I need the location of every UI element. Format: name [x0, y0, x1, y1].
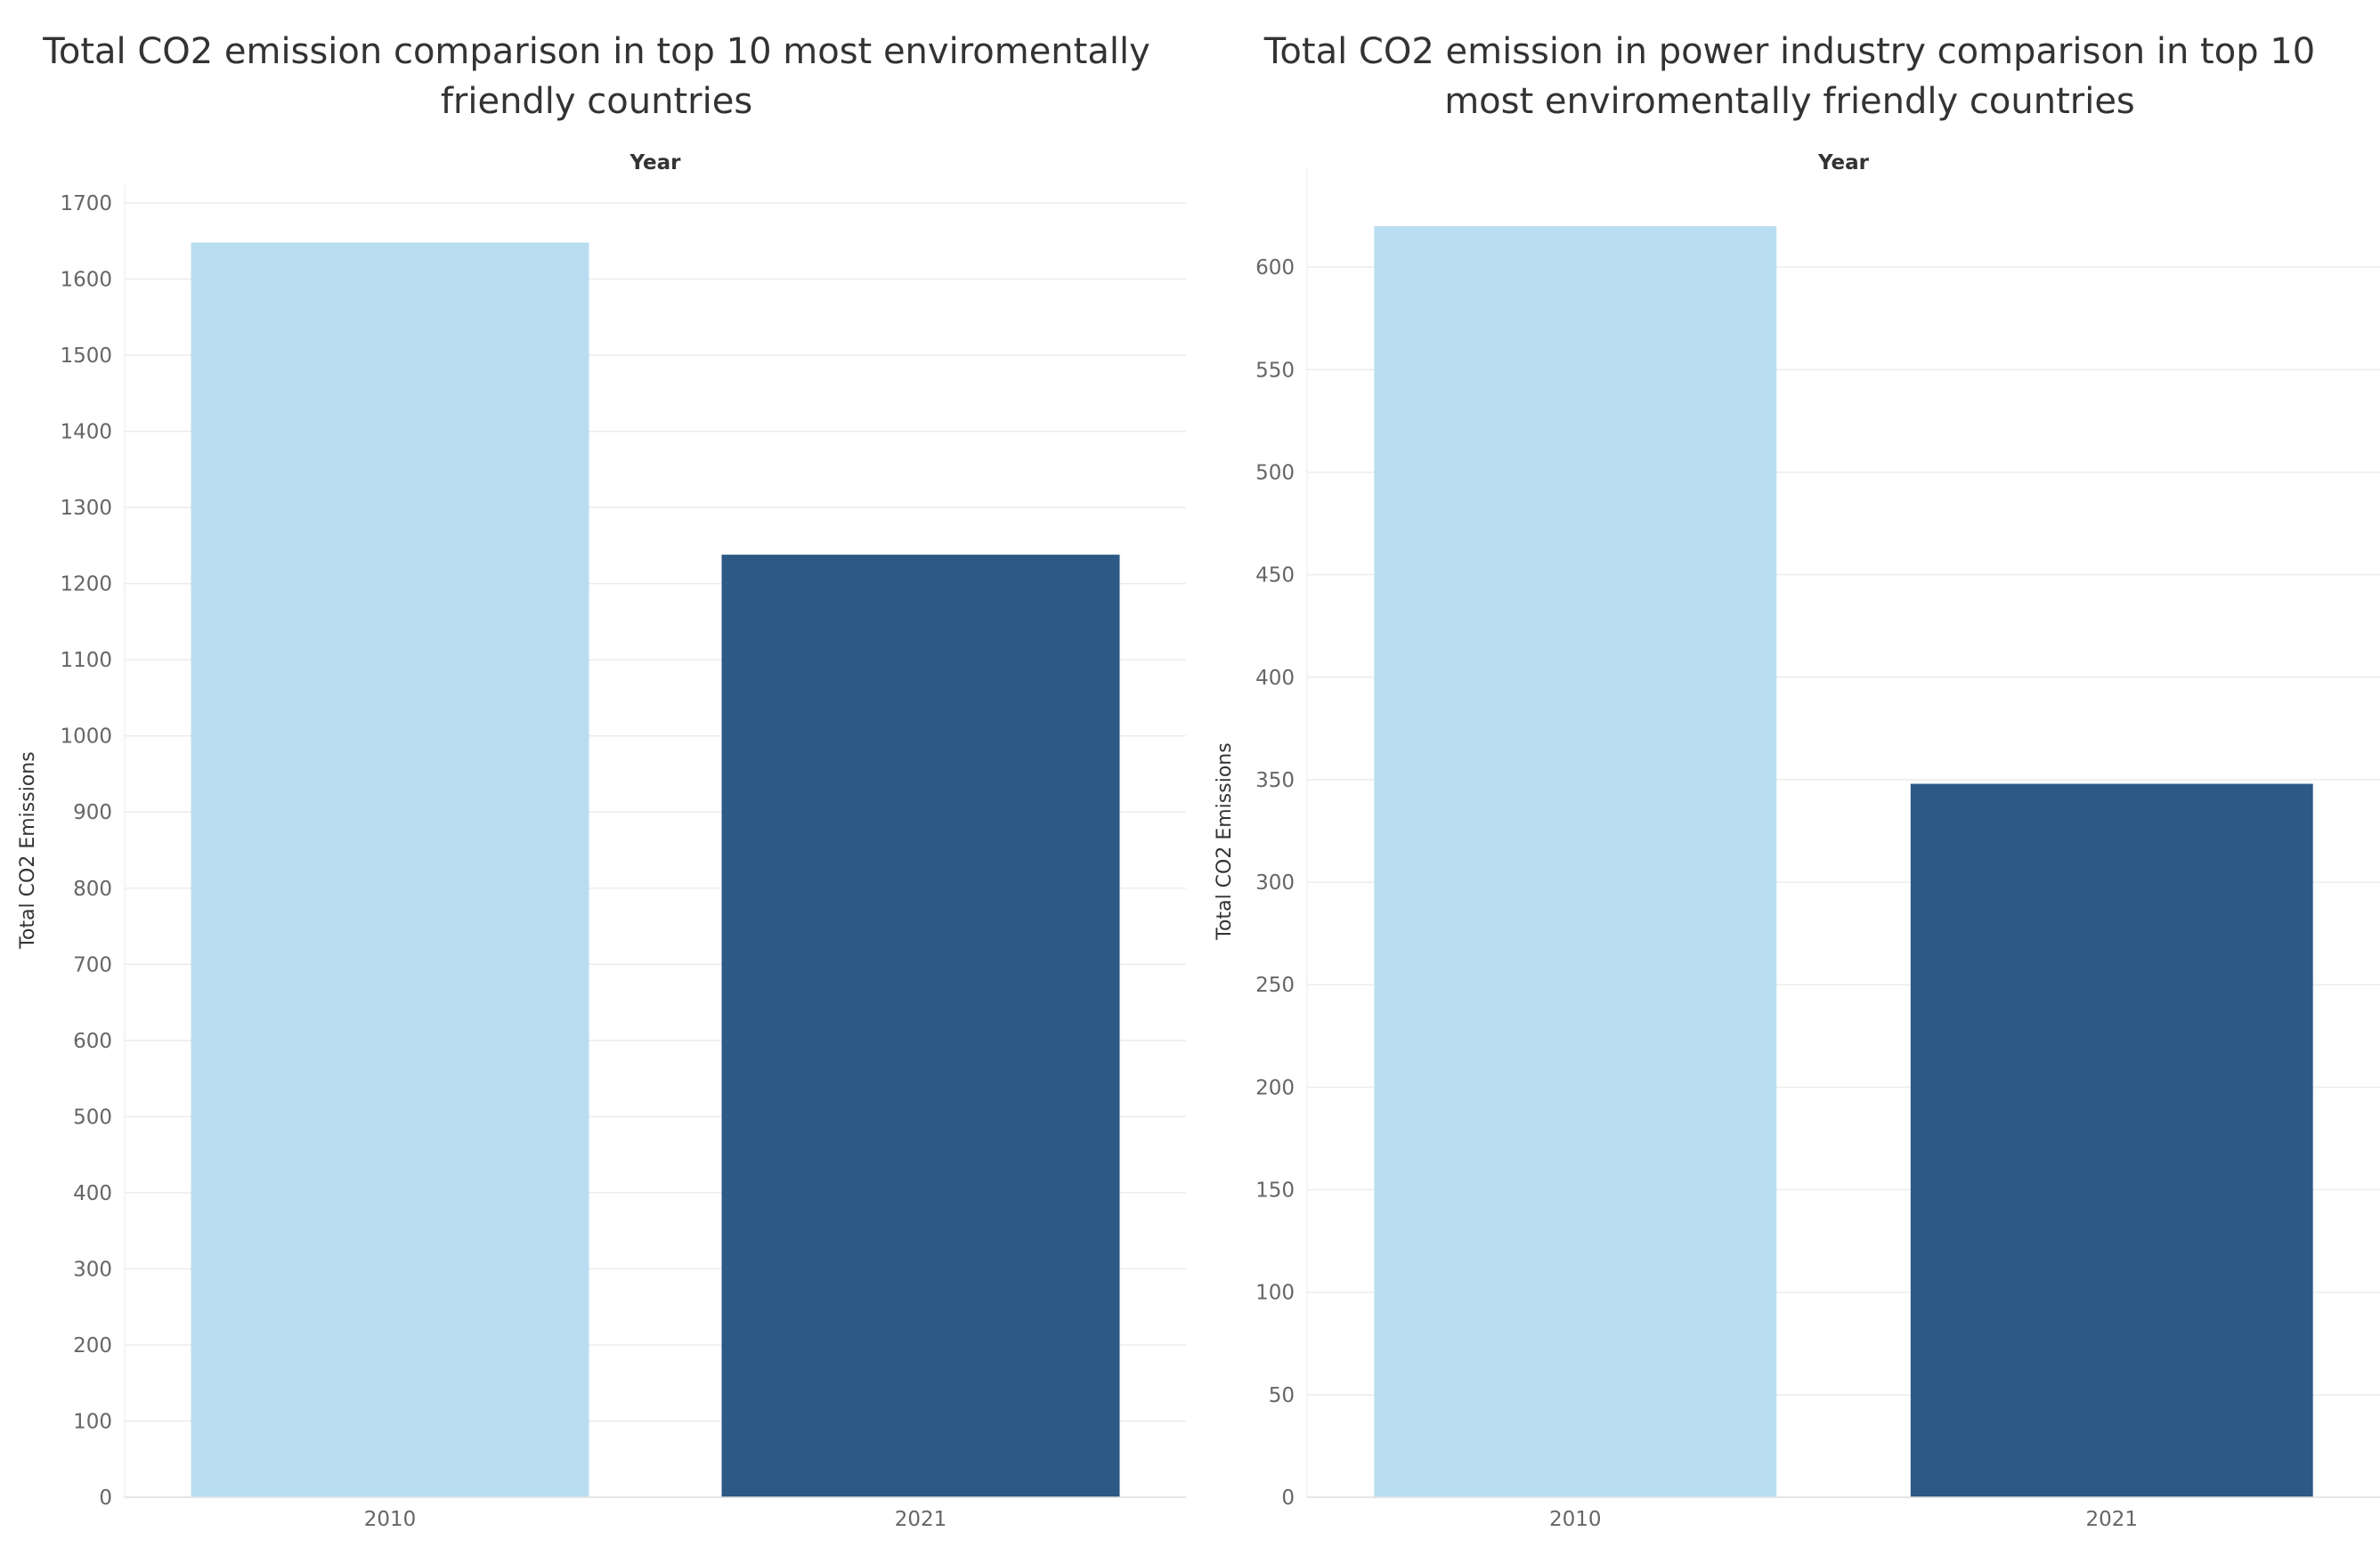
y-tick-label: 300	[1255, 871, 1295, 895]
y-tick-label: 700	[73, 953, 112, 977]
column-header-year: Year	[629, 151, 681, 174]
y-tick-label: 1100	[60, 649, 112, 672]
y-tick-label: 450	[1255, 564, 1295, 588]
y-tick-label: 1000	[60, 725, 112, 749]
y-tick-label: 800	[73, 878, 112, 901]
bar-2010[interactable]	[191, 242, 589, 1497]
y-tick-label: 550	[1255, 359, 1295, 382]
y-tick-label: 1300	[60, 497, 112, 520]
y-tick-label: 100	[73, 1410, 112, 1433]
y-tick-label: 1400	[60, 421, 112, 444]
y-tick-label: 1500	[60, 344, 112, 368]
bar-2021[interactable]	[1910, 783, 2313, 1497]
y-tick-label: 350	[1255, 769, 1295, 792]
y-tick-label: 250	[1255, 974, 1295, 997]
y-tick-label: 1200	[60, 573, 112, 596]
y-tick-label: 50	[1269, 1384, 1295, 1407]
y-tick-label: 600	[1255, 256, 1295, 280]
y-tick-label: 1600	[60, 269, 112, 292]
y-tick-label: 900	[73, 801, 112, 824]
x-tick-label: 2021	[895, 1508, 947, 1531]
y-axis-label: Total CO2 Emissions	[17, 751, 39, 949]
x-tick-label: 2021	[2085, 1508, 2138, 1531]
y-tick-label: 300	[73, 1258, 112, 1281]
bar-2010[interactable]	[1374, 226, 1777, 1497]
bar-2021[interactable]	[721, 555, 1120, 1497]
y-tick-label: 400	[1255, 667, 1295, 690]
y-tick-label: 500	[73, 1106, 112, 1129]
chart-title-power-industry-co2: Total CO2 emission in power industry com…	[1263, 31, 2316, 122]
chart-power-industry-co2: Year 0 50 100 150 200 250 300 350 400 450 500 550 600…	[1214, 151, 2380, 1531]
y-tick-label: 1700	[60, 192, 112, 215]
y-tick-label: 200	[1255, 1076, 1295, 1099]
column-header-year: Year	[1817, 151, 1870, 174]
y-tick-label: 100	[1255, 1282, 1295, 1305]
chart-title-total-co2: Total CO2 emission comparison in top 10 …	[43, 31, 1150, 122]
x-tick-label: 2010	[1549, 1508, 1602, 1531]
y-tick-label: 500	[1255, 461, 1295, 484]
x-tick-label: 2010	[364, 1508, 417, 1531]
y-tick-label: 0	[1281, 1487, 1295, 1510]
y-tick-label: 150	[1255, 1179, 1295, 1203]
y-tick-label: 200	[73, 1334, 112, 1357]
y-tick-label: 600	[73, 1030, 112, 1053]
y-tick-label: 400	[73, 1182, 112, 1205]
chart-total-co2: Year 0 100 200 300 400 500 600 700 800 900 1000 1100…	[17, 151, 1186, 1531]
y-tick-label: 0	[99, 1487, 112, 1510]
y-axis-label: Total CO2 Emissions	[1214, 742, 1236, 940]
